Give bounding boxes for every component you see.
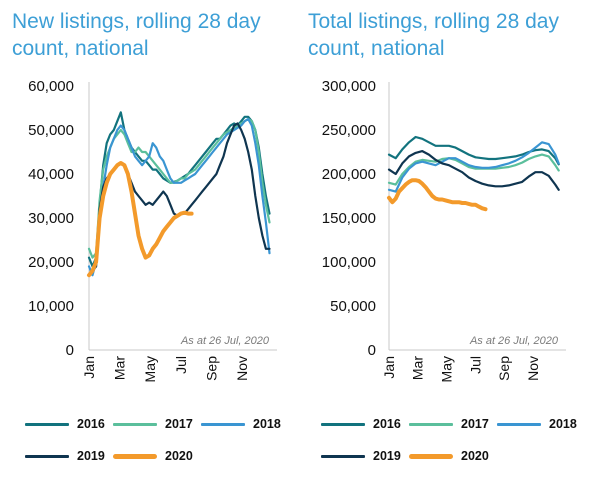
y-tick-label: 0 [368, 342, 376, 359]
x-tick-label: Sep [496, 356, 512, 381]
legend-label: 2016 [77, 417, 105, 431]
y-tick-label: 60,000 [28, 78, 74, 95]
legend-item-2018: 2018 [497, 414, 577, 434]
legend-label: 2016 [373, 417, 401, 431]
legend-swatch [25, 422, 69, 426]
legend-swatch [113, 453, 157, 459]
y-tick-label: 20,000 [28, 254, 74, 271]
legend-swatch [113, 422, 157, 426]
legend-item-2016: 2016 [321, 414, 401, 434]
legend-item-2016: 2016 [25, 414, 105, 434]
y-tick-label: 250,000 [322, 122, 376, 139]
x-tick-label: May [439, 356, 455, 382]
legend-item-2019: 2019 [25, 446, 105, 466]
y-tick-label: 30,000 [28, 210, 74, 227]
series-line-2017 [87, 117, 271, 259]
series-line-2019 [387, 150, 560, 191]
legend-item-2017: 2017 [113, 414, 193, 434]
legend-label: 2017 [165, 417, 193, 431]
as-at-note: As at 26 Jul, 2020 [180, 335, 270, 347]
x-tick-label: Sep [203, 356, 219, 381]
x-tick-label: Mar [410, 356, 426, 380]
legend-label: 2017 [461, 417, 489, 431]
legend-swatch [201, 422, 245, 426]
legend-item-2020: 2020 [409, 446, 489, 466]
series-line-2018 [87, 117, 271, 277]
x-tick-label: Nov [525, 356, 541, 381]
chart-title: Total listings, rolling 28 day count, na… [308, 10, 559, 60]
legend-swatch [409, 453, 453, 459]
legend-item-2019: 2019 [321, 446, 401, 466]
y-tick-label: 0 [66, 342, 74, 359]
chart-legend: 2016 2017 2018 2019 2020 [321, 412, 591, 472]
chart-legend: 2016 2017 2018 2019 2020 [25, 412, 295, 472]
legend-swatch [321, 454, 365, 458]
y-tick-label: 50,000 [330, 298, 376, 315]
x-tick-label: Jul [468, 356, 484, 374]
series-line-2016 [387, 135, 560, 166]
series-line-2017 [387, 153, 560, 186]
y-tick-label: 200,000 [322, 166, 376, 183]
legend-item-2018: 2018 [201, 414, 281, 434]
x-tick-label: Jan [81, 356, 97, 379]
legend-swatch [497, 422, 541, 426]
y-tick-label: 10,000 [28, 298, 74, 315]
new-listings-panel: New listings, rolling 28 day count, nati… [12, 10, 295, 472]
legend-label: 2019 [77, 449, 105, 463]
y-tick-label: 100,000 [322, 254, 376, 271]
legend-swatch [409, 422, 453, 426]
total-listings-panel: Total listings, rolling 28 day count, na… [296, 0, 592, 477]
legend-item-2017: 2017 [409, 414, 489, 434]
new-listings-chart: 0 10,000 20,000 30,000 40,000 50,000 60,000 Jan… [28, 78, 277, 382]
y-tick-label: 50,000 [28, 122, 74, 139]
legend-label: 2019 [373, 449, 401, 463]
legend-label: 2020 [165, 449, 193, 463]
y-tick-label: 150,000 [322, 210, 376, 227]
y-tick-label: 300,000 [322, 78, 376, 95]
series-line-2019 [87, 122, 271, 277]
series-line-2020 [387, 178, 488, 212]
legend-swatch [25, 454, 69, 458]
x-tick-label: Jan [381, 356, 397, 379]
x-tick-label: May [142, 356, 158, 382]
series-line-2018 [387, 141, 560, 193]
series-line-2020 [87, 161, 194, 278]
legend-label: 2020 [461, 449, 489, 463]
legend-swatch [321, 422, 365, 426]
x-tick-label: Jul [173, 356, 189, 374]
x-tick-label: Mar [111, 356, 127, 380]
legend-item-2020: 2020 [113, 446, 193, 466]
as-at-note: As at 26 Jul, 2020 [469, 335, 559, 347]
y-tick-label: 40,000 [28, 166, 74, 183]
chart-title: New listings, rolling 28 day count, nati… [12, 10, 261, 60]
legend-label: 2018 [253, 417, 281, 431]
x-tick-label: Nov [234, 356, 250, 381]
legend-label: 2018 [549, 417, 577, 431]
total-listings-chart: 0 50,000 100,000 150,000 200,000 250,000 300,0… [322, 78, 566, 382]
